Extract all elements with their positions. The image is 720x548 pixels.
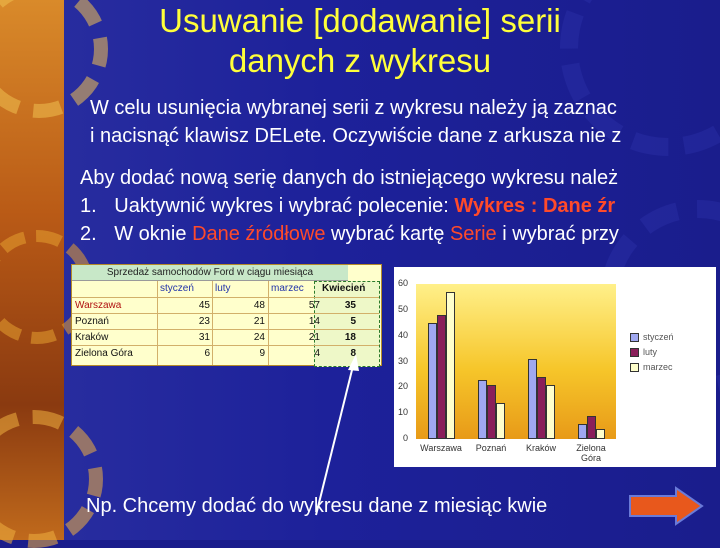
table-cell: 9	[259, 348, 265, 359]
chart-bar[interactable]	[436, 315, 446, 439]
step-text: wybrać kartę	[325, 223, 450, 245]
y-tick-label: 60	[397, 278, 408, 288]
chart-bar[interactable]	[545, 384, 555, 439]
table-cell: 18	[344, 332, 356, 343]
table-cell: 21	[308, 332, 320, 343]
body-text: Aby dodać nową serię danych do istniejąc…	[80, 167, 619, 189]
pointer-arrow	[315, 354, 359, 516]
column-header: Kwiecień	[322, 283, 366, 294]
grid-line	[72, 345, 379, 346]
y-tick-label: 20	[397, 381, 408, 392]
chart-bar[interactable]	[495, 402, 505, 439]
x-tick-label: Zielona Góra	[576, 443, 606, 463]
column-header: styczeń	[160, 283, 194, 294]
chart-bar[interactable]	[445, 291, 455, 439]
table-cell: 8	[350, 348, 356, 359]
chart-bar[interactable]	[486, 384, 496, 439]
step-1: 1. Uaktywnić wykres i wybrać polecenie: …	[80, 194, 615, 218]
legend-swatch	[630, 348, 639, 358]
table-cell: 5	[350, 316, 356, 327]
y-tick-label: 50	[397, 303, 408, 314]
y-tick-label: 40	[397, 329, 408, 340]
chart-bar[interactable]	[595, 428, 605, 439]
grid-line	[157, 281, 158, 365]
table-cell: 24	[253, 332, 265, 343]
spreadsheet-table: Sprzedaż samochodów Ford w ciągu miesiąc…	[71, 264, 382, 367]
legend-swatch	[630, 333, 639, 343]
sheet-title: Sprzedaż samochodów Ford w ciągu miesiąc…	[72, 265, 348, 281]
example-text: Np. Chcemy dodać do wykresu dane z miesi…	[86, 495, 548, 517]
bar-chart[interactable]: styczeń luty marzec 60 50 40 30 20 10 0 Warszawa P…	[394, 267, 716, 467]
grid-line	[268, 281, 269, 365]
legend-item: marzec	[630, 361, 673, 373]
y-tick-label: 30	[397, 355, 408, 366]
chart-bar[interactable]	[536, 377, 546, 439]
y-tick-label: 0	[402, 433, 408, 443]
table-cell: 45	[198, 300, 210, 311]
chart-bar[interactable]	[577, 423, 587, 439]
chart-bar[interactable]	[586, 415, 596, 439]
row-label: Warszawa	[75, 300, 122, 311]
table-cell: 6	[204, 348, 210, 359]
body-text: W celu usunięcia wybranej serii z wykres…	[90, 97, 617, 119]
row-label: Poznań	[75, 316, 109, 327]
step-text: i wybrać przy	[496, 223, 619, 245]
decorative-side-strip	[0, 0, 108, 548]
row-label: Zielona Góra	[75, 348, 133, 359]
table-cell: 4	[314, 348, 320, 359]
legend-label: marzec	[643, 362, 673, 372]
tab-name-text: Serie	[449, 223, 497, 245]
legend-label: luty	[643, 347, 658, 357]
table-cell: 48	[253, 300, 265, 311]
chart-bar[interactable]	[427, 322, 437, 439]
table-cell: 23	[198, 316, 210, 327]
step-number: 2.	[80, 223, 97, 245]
legend-swatch	[630, 363, 639, 373]
grid-line	[72, 329, 379, 330]
legend-label: styczeń	[643, 332, 674, 342]
next-slide-button[interactable]	[628, 486, 704, 526]
x-tick-label: Poznań	[475, 443, 507, 453]
table-cell: 35	[344, 300, 356, 311]
y-tick-label: 10	[397, 407, 408, 418]
table-cell: 57	[308, 300, 320, 311]
slide-title: danych z wykresu	[228, 42, 492, 79]
grid-line	[212, 281, 213, 365]
grid-line	[72, 313, 379, 314]
step-number: 1.	[80, 195, 97, 217]
right-arrow-icon	[629, 486, 704, 526]
table-cell: 21	[253, 316, 265, 327]
row-label: Kraków	[75, 332, 109, 343]
chart-legend: styczeń luty marzec	[630, 331, 710, 381]
column-header: luty	[215, 283, 231, 294]
table-cell: 31	[198, 332, 210, 343]
step-2: 2. W oknie Dane źródłowe wybrać kartę Se…	[80, 222, 619, 246]
chart-bar[interactable]	[527, 358, 537, 439]
chart-bar[interactable]	[477, 379, 487, 439]
legend-item: luty	[630, 346, 657, 358]
table-cell: 14	[308, 316, 320, 327]
slide-title: Usuwanie [dodawanie] serii	[159, 2, 561, 39]
legend-item: styczeń	[630, 331, 674, 343]
x-tick-label: Kraków	[525, 443, 556, 453]
menu-command-text: Wykres : Dane źr	[454, 195, 616, 217]
dialog-name-text: Dane źródłowe	[192, 223, 326, 245]
step-text: Uaktywnić wykres i wybrać polecenie:	[114, 195, 455, 217]
x-tick-label: Warszawa	[420, 443, 462, 453]
step-text: W oknie	[114, 223, 193, 245]
kwiecien-selection	[314, 281, 380, 367]
grid-line	[72, 297, 379, 298]
column-header: marzec	[271, 283, 304, 294]
body-text: i nacisnąć klawisz DELete. Oczywiście da…	[90, 125, 622, 147]
